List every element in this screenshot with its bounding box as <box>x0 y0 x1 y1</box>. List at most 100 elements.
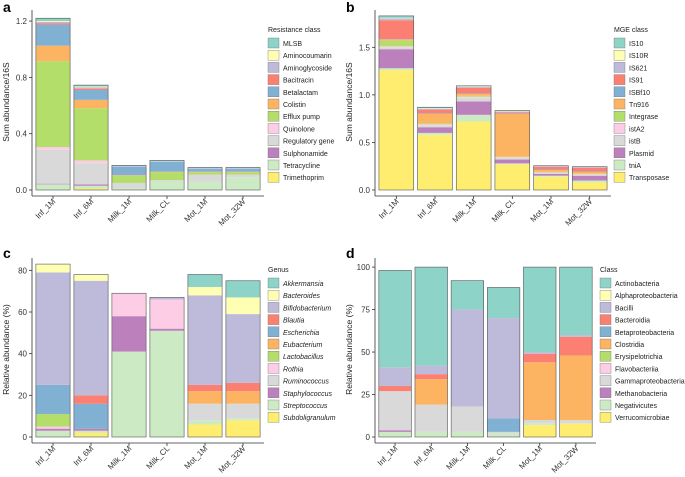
y-tick-label: 0.4 <box>16 130 28 139</box>
bar-segment-subdoligranulum <box>73 432 109 437</box>
bar-Inf_1M <box>35 263 71 438</box>
bar-segment-ista2 <box>456 96 492 98</box>
x-tick-label: Inf_1M <box>34 197 58 221</box>
bar-segment-bacilli <box>451 309 484 407</box>
bar-segment-bacilli <box>487 318 520 419</box>
bar-segment-gammaproteobacteria <box>451 406 484 432</box>
legend-swatch <box>599 302 612 313</box>
legend-label: Betalactam <box>283 90 318 97</box>
legend-swatch <box>599 375 612 386</box>
bar-segment-streptococcus <box>187 420 223 425</box>
y-tick-label: 1.2 <box>16 17 28 26</box>
bar-segment-tn916 <box>494 113 530 157</box>
legend-swatch <box>267 159 280 171</box>
bar-segment-istb <box>533 172 569 174</box>
bar-segment-is91 <box>378 20 414 40</box>
bar-Milk_1M <box>455 85 492 191</box>
bar-segment-integrase <box>378 40 414 47</box>
bar-segment-akkermansia <box>225 280 261 298</box>
legend-label: Bacilli <box>615 305 634 312</box>
legend-swatch <box>613 123 626 134</box>
bar-segment-plasmid <box>456 101 492 115</box>
bar-segment-bacteroidia <box>523 353 557 363</box>
bar-segment-sulphonamide <box>35 183 71 185</box>
legend-label: Efflux pump <box>283 114 320 121</box>
bar-segment-eubacterium <box>225 391 261 404</box>
legend-label: Gammaproteobacteria <box>615 379 685 386</box>
x-tick-label: Inf_1M <box>34 444 58 468</box>
panel-a: a 0.0 0.4 0.8 1.2 Sum abundance/16S Inf_1M Inf_… <box>1 0 334 228</box>
bar-outline <box>35 17 71 191</box>
legend-swatch <box>613 74 626 85</box>
bar-outline <box>487 287 521 438</box>
bar-segment-bacilli <box>378 367 412 387</box>
bar-segment-is91 <box>417 109 453 114</box>
legend-title: MGE class <box>614 27 648 34</box>
bar-segment-colistin <box>111 175 147 176</box>
bar-segment-tnia <box>456 114 492 122</box>
bar-outline <box>149 297 185 438</box>
bar-segment-bacteroidia <box>559 336 593 356</box>
legend-swatch <box>599 387 612 398</box>
bar-segment-tn916 <box>378 39 414 41</box>
bar-segment-streptococcus <box>225 418 261 421</box>
bar-Mot_1M <box>187 167 223 191</box>
bar-Mot_1M <box>523 266 557 438</box>
legend-label: Tetracycline <box>283 163 320 170</box>
legend-swatch <box>267 363 280 374</box>
legend-swatch <box>267 326 280 337</box>
bar-outline <box>225 167 261 191</box>
panel-d: d 0 25 50 75 100 Relative abundance (%) Inf_1M I… <box>344 245 685 475</box>
legend-swatch <box>267 147 280 159</box>
legend-label: Betaproteobacteria <box>615 330 674 337</box>
legend-label: ISBf10 <box>629 90 650 97</box>
bar-segment-istb <box>417 125 453 128</box>
legend-swatch <box>613 37 626 49</box>
legend-swatch <box>267 277 280 289</box>
bar-segment-betalactam <box>187 168 223 172</box>
legend-swatch <box>599 399 612 411</box>
bar-segment-bacilli <box>559 335 593 337</box>
legend-swatch <box>599 277 612 289</box>
legend-label: Subdoligranulum <box>283 415 336 422</box>
legend-label: Bacteroides <box>283 293 320 300</box>
bar-segment-istb <box>378 47 414 50</box>
bar-segment-actinobacteria <box>487 287 520 319</box>
bar-segment-transposase <box>533 176 569 190</box>
bar-segment-aminoglycoside <box>187 168 223 169</box>
legend-label: Actinobacteria <box>615 281 659 288</box>
bar-outline <box>187 167 223 191</box>
bar-segment-negativicutes <box>451 431 484 437</box>
legend-swatch <box>599 338 612 350</box>
bar-Milk_CL <box>487 287 521 438</box>
bar-segment-staphylococcus <box>111 316 147 352</box>
bar-segment-tetracycline <box>111 188 147 190</box>
legend-swatch <box>599 363 612 374</box>
bar-segment-aminocoumarin <box>35 21 71 22</box>
bar-segment-blautia <box>73 395 109 404</box>
bar-segment-ista2 <box>378 46 414 48</box>
legend-label: Blautia <box>283 318 305 325</box>
bar-Milk_CL <box>149 297 185 438</box>
legend-title: Resistance class <box>268 27 321 34</box>
legend-label: tniA <box>629 163 641 170</box>
legend-swatch <box>267 314 280 325</box>
panel-letter: c <box>3 245 11 261</box>
bar-segment-istb <box>572 174 608 176</box>
bar-segment-aminoglycoside <box>111 166 147 167</box>
bar-segment-negativicutes <box>414 431 448 437</box>
bar-outline <box>73 274 109 438</box>
bar-segment-tetracycline <box>149 181 185 190</box>
bar-segment-bacilli <box>523 352 557 354</box>
bar-segment-transposase <box>494 164 530 190</box>
legend-label: Bacitracin <box>283 78 314 85</box>
legend-label: Verrucomicrobiae <box>615 415 670 422</box>
legend-label: Trimethoprim <box>283 175 324 182</box>
bar-segment-bacteroides <box>35 264 71 273</box>
bar-segment-is621 <box>378 18 414 21</box>
bar-outline <box>450 280 484 438</box>
legend: MGE class IS10 IS10R IS621 IS91 ISBf10 Tn916 In… <box>613 27 669 183</box>
bar-segment-is91 <box>494 112 530 114</box>
x-tick-label: Inf_1M <box>377 197 401 221</box>
y-tick-label: 40 <box>18 350 27 359</box>
